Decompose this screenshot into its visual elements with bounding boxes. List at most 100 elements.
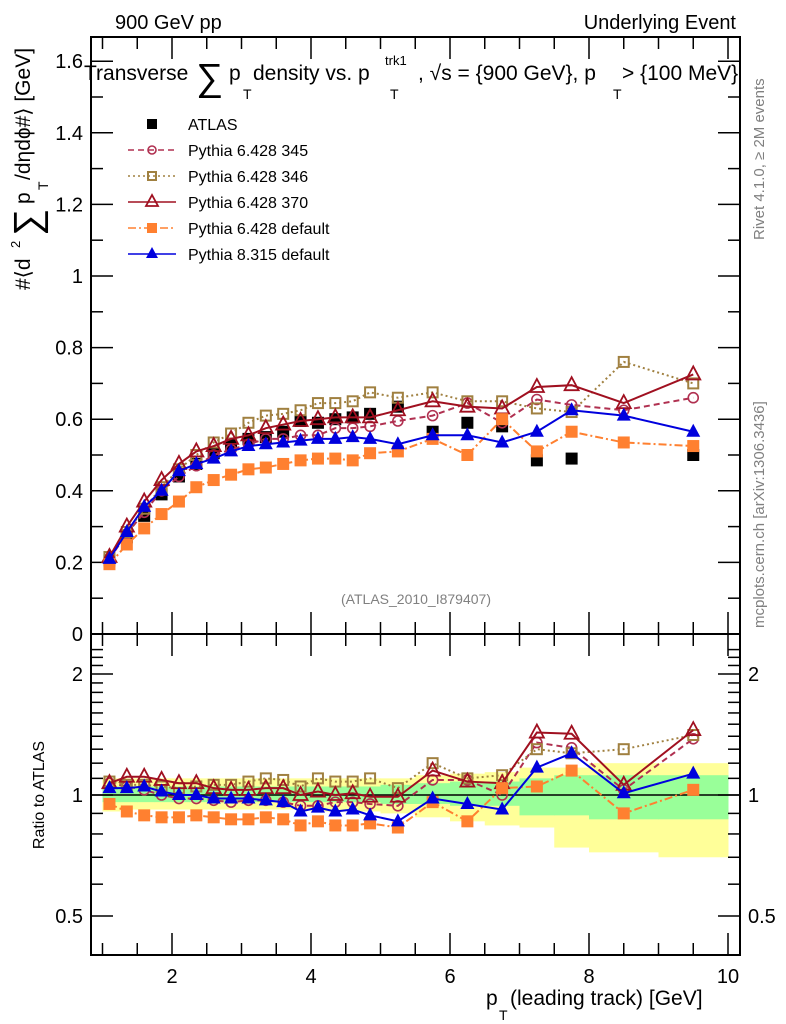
- ratio-axes: 0.5 0.5 1 1 2 2 2 4 6 8 10: [55, 633, 776, 988]
- ratio-data-point: [137, 778, 152, 792]
- legend-label: Pythia 6.428 346: [188, 169, 308, 186]
- ratio-data-point: [258, 792, 273, 806]
- legend-marker: [144, 193, 160, 207]
- series-line: [108, 373, 694, 558]
- data-point: [102, 550, 117, 564]
- ratio-data-point: [363, 807, 378, 821]
- ratio-data-point: [617, 743, 630, 756]
- ratio-y-tick-label-right: 0.5: [748, 906, 776, 928]
- data-point: [277, 457, 290, 470]
- data-point: [120, 538, 133, 551]
- ratio-data-point: [189, 787, 204, 800]
- data-point: [309, 409, 327, 426]
- ratio-data-point: [617, 807, 630, 820]
- data-point: [531, 393, 543, 406]
- ratio-data-point: [224, 790, 239, 804]
- data-point: [346, 454, 359, 467]
- data-point: [364, 386, 377, 399]
- data-point: [687, 391, 700, 404]
- x-tick-label: 10: [717, 966, 739, 988]
- data-point: [460, 427, 475, 441]
- ratio-data-point: [292, 785, 310, 801]
- data-point: [461, 449, 474, 461]
- ylabel-sigma: ∑: [7, 209, 49, 236]
- data-point: [241, 438, 256, 452]
- ratio-data-point: [496, 782, 509, 795]
- ratio-data-point: [155, 811, 168, 824]
- legend-label: Pythia 8.315 default: [188, 247, 330, 264]
- data-point: [530, 402, 543, 415]
- legend-label: ATLAS: [188, 117, 238, 134]
- ratio-series-line: [109, 729, 694, 798]
- y-tick-label: 0: [72, 624, 83, 646]
- data-point: [310, 430, 325, 444]
- ratio-y-tick-label-right: 1: [748, 785, 759, 807]
- data-point: [458, 396, 476, 413]
- ratio-data-point: [391, 782, 404, 795]
- data-point: [345, 429, 360, 443]
- rivet-label: Rivet 4.1.0, ≥ 2M events: [751, 78, 768, 240]
- data-point: [617, 436, 630, 449]
- ratio-data-point: [311, 815, 324, 828]
- data-point: [329, 452, 342, 465]
- data-point: [684, 364, 702, 381]
- ratio-data-point: [530, 743, 543, 756]
- ratio-data-point: [565, 764, 578, 777]
- x-tick-label: 2: [166, 966, 177, 988]
- data-point: [276, 434, 291, 448]
- ratio-data-point: [424, 760, 442, 777]
- ratio-data-point: [309, 781, 327, 798]
- y-tick-label: 1.4: [55, 123, 83, 145]
- ratio-data-point: [294, 780, 307, 793]
- legend-label: Pythia 6.428 370: [188, 195, 308, 212]
- ratio-data-point: [274, 778, 292, 795]
- data-point: [292, 411, 310, 427]
- y-tick-label: 0.6: [55, 409, 83, 431]
- ratio-data-point: [460, 795, 475, 809]
- title-part-c: , √s = {900 GeV}, p: [418, 62, 596, 85]
- legend-label: Pythia 6.428 default: [188, 221, 330, 238]
- ratio-data-point: [563, 723, 581, 740]
- ratio-data-point: [390, 813, 405, 827]
- header-left-label: 900 GeV pp: [115, 12, 222, 34]
- title-part-b: density vs. p: [253, 62, 370, 85]
- data-point: [687, 440, 700, 453]
- data-point: [171, 463, 186, 477]
- data-point: [617, 355, 630, 368]
- ylabel-part-c: /dηdϕ#⟩ [GeV]: [12, 48, 35, 180]
- ratio-data-point: [225, 813, 238, 826]
- ratio-data-point: [294, 819, 307, 832]
- y-tick-label: 0.8: [55, 338, 83, 360]
- data-point: [495, 434, 510, 448]
- ratio-series-layer: [100, 720, 702, 834]
- mcplots-label: mcplots.cern.ch [arXiv:1306.3436]: [751, 401, 768, 628]
- data-point: [258, 436, 273, 450]
- data-point: [529, 423, 544, 437]
- legend-item: Pythia 6.428 default: [128, 221, 330, 238]
- data-point: [425, 427, 440, 441]
- ratio-data-point: [458, 771, 476, 788]
- title-sup-trk1: trk1: [385, 53, 407, 68]
- title-p: p: [229, 62, 241, 85]
- data-point: [496, 413, 509, 426]
- plot-title: Transverse ∑ p T density vs. p T trk1 , …: [84, 53, 738, 102]
- data-point: [565, 425, 578, 438]
- legend-item: Pythia 6.428 346: [128, 169, 308, 186]
- data-point: [530, 445, 543, 458]
- ratio-data-point: [426, 757, 439, 770]
- xlabel-sub-t: T: [499, 1007, 508, 1023]
- ratio-data-point: [276, 794, 291, 808]
- data-point: [224, 443, 239, 457]
- data-point: [190, 481, 203, 494]
- ratio-data-point: [190, 809, 203, 822]
- legend-marker: [147, 223, 157, 233]
- data-point: [390, 436, 405, 450]
- title-part-d: > {100 MeV}: [622, 62, 738, 85]
- data-point: [138, 522, 151, 535]
- data-point: [294, 404, 307, 417]
- data-point: [687, 377, 700, 390]
- ylabel-sub-t: T: [35, 181, 51, 190]
- data-point: [155, 508, 168, 521]
- ratio-data-point: [389, 786, 407, 803]
